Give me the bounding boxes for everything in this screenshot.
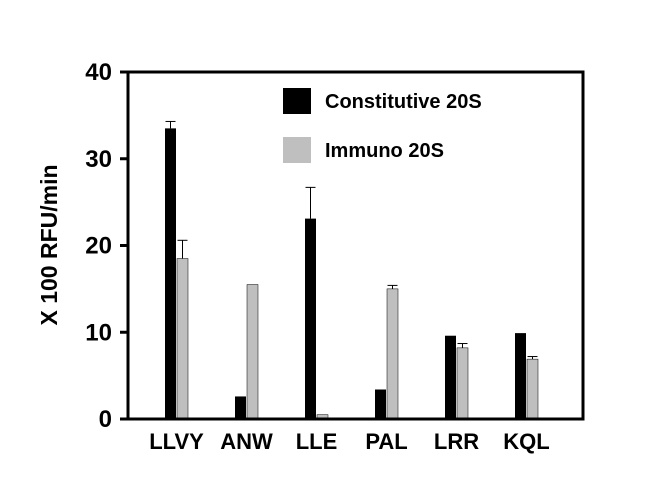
y-tick-label-10: 10 [85,319,112,346]
bar-anw-constitutive-20s [235,396,246,419]
y-axis-title: X 100 RFU/min [36,164,62,325]
legend-label-constitutive-20s: Constitutive 20S [325,91,482,113]
bar-kql-immuno-20s [526,358,539,420]
bars-layer [165,128,539,420]
bar-pal-immuno-20s [386,288,399,420]
y-axis-ticks: 0 10 20 30 40 [85,59,128,433]
legend: Constitutive 20S Immuno 20S [283,88,482,163]
error-bars-layer [165,120,538,360]
y-tick-label-40: 40 [85,59,112,86]
bar-llvy-immuno-20s [176,258,189,420]
x-tick-label-kql: KQL [503,429,549,454]
bar-lrr-immuno-20s [456,347,469,420]
y-tick-label-20: 20 [85,233,112,260]
bar-kql-constitutive-20s [515,333,526,419]
bar-lle-constitutive-20s [305,218,316,419]
x-tick-label-lle: LLE [296,429,338,454]
bar-pal-constitutive-20s [375,389,386,419]
x-tick-label-llvy: LLVY [149,429,204,454]
legend-swatch-constitutive-20s [283,88,311,114]
bar-lrr-constitutive-20s [445,335,456,419]
bar-llvy-constitutive-20s [165,128,176,419]
legend-swatch-immuno-20s [283,137,311,163]
x-tick-label-anw: ANW [220,429,273,454]
x-axis-category-labels: LLVY ANW LLE PAL LRR KQL [149,429,550,454]
x-tick-label-pal: PAL [365,429,407,454]
y-tick-label-0: 0 [99,406,112,433]
plot-frame [126,70,585,421]
x-tick-label-lrr: LRR [434,429,479,454]
legend-label-immuno-20s: Immuno 20S [325,140,444,162]
y-tick-label-30: 30 [85,146,112,173]
bar-anw-immuno-20s [246,284,259,420]
